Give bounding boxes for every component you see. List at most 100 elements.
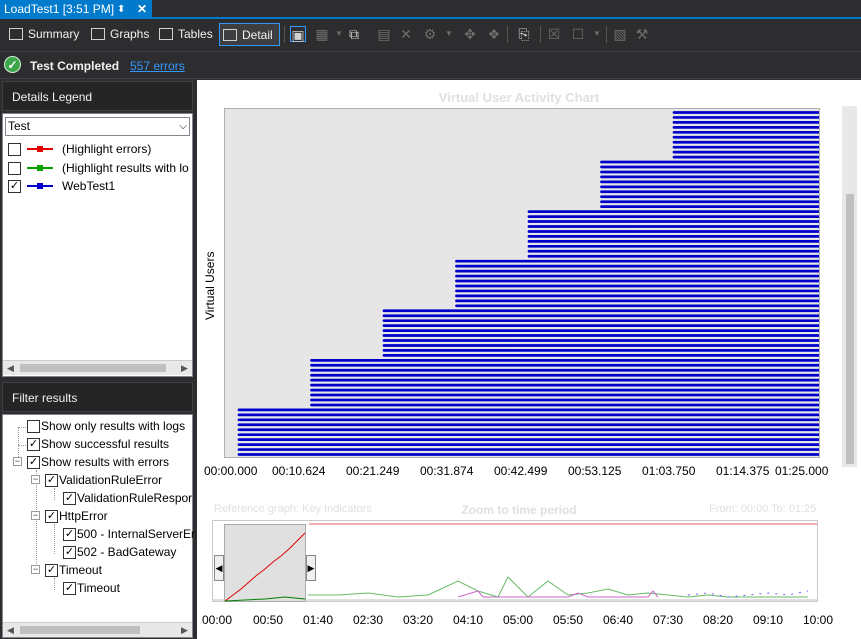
overview-tick-label: 09:10 [753, 613, 784, 627]
scroll-right-icon[interactable]: ▶ [181, 625, 188, 635]
tree-connector [18, 427, 28, 428]
overview-tick-label: 02:30 [353, 613, 384, 627]
filter-checkbox[interactable]: ✓ [27, 456, 40, 469]
add-counter-icon[interactable]: ✥ [464, 26, 476, 42]
tree-connector [54, 578, 55, 590]
filter-icon[interactable]: ▤ [377, 26, 391, 42]
x-tick-label: 00:10.624 [272, 464, 326, 478]
chevron-down-icon[interactable]: ▼ [445, 29, 453, 38]
filter-label: Show successful results [41, 437, 170, 451]
settings-icon[interactable]: ⚙ [423, 26, 437, 42]
tree-connector [54, 524, 55, 554]
filter-label: Timeout [59, 563, 102, 577]
graphs-button[interactable]: Graphs [88, 23, 149, 46]
green-series-icon [27, 165, 53, 171]
tree-connector [54, 488, 55, 500]
scrollbar-thumb[interactable] [846, 194, 854, 464]
reference-graph-label: Reference graph: Key Indicators [214, 503, 372, 515]
delete-icon[interactable]: ✕ [400, 26, 412, 42]
collapse-icon[interactable]: − [31, 474, 40, 484]
chevron-down-icon: ⌵ [179, 121, 187, 132]
chart-area: Virtual User Activity Chart Virtual User… [197, 80, 861, 639]
virtual-user-svg [237, 111, 821, 456]
tree-view-icon[interactable]: ⧉ [349, 26, 359, 42]
scroll-right-icon[interactable]: ▶ [181, 363, 188, 373]
tables-icon [159, 28, 173, 40]
legend-item-label: (Highlight results with lo [62, 161, 189, 175]
red-series-icon [27, 146, 53, 152]
filter-checkbox[interactable]: ✓ [27, 438, 40, 451]
legend-checkbox[interactable]: ✓ [8, 180, 21, 193]
filter-label: Show only results with logs [41, 419, 186, 433]
chart-vertical-scrollbar[interactable] [842, 106, 857, 467]
chevron-down-icon[interactable]: ▼ [335, 29, 343, 38]
virtual-user-plot[interactable] [224, 108, 821, 458]
left-pane: Details Legend Test ⌵ (Highlight errors)… [0, 80, 196, 639]
legend-item-label: (Highlight errors) [62, 142, 152, 156]
collapse-icon[interactable]: − [13, 456, 22, 466]
report-icon[interactable]: ☐ [571, 26, 585, 42]
from-to-label: From: 00:00 To: 01:25 [709, 503, 817, 515]
pin-icon[interactable]: ⬍ [117, 4, 126, 15]
overview-tick-label: 07:30 [653, 613, 684, 627]
analysis-icon[interactable]: ⚒ [635, 26, 649, 42]
filter-checkbox[interactable]: ✓ [63, 582, 76, 595]
collapse-icon[interactable]: − [31, 510, 40, 520]
filter-checkbox[interactable]: ✓ [45, 510, 58, 523]
grid-layout-icon[interactable]: ▦ [315, 26, 329, 42]
graph-image-icon[interactable]: ▣ [290, 26, 306, 43]
overview-tick-label: 08:20 [703, 613, 734, 627]
x-tick-label: 01:25.000 [775, 464, 829, 478]
filter-checkbox[interactable]: ✓ [63, 492, 76, 505]
filter-checkbox[interactable]: ✓ [63, 528, 76, 541]
chevron-down-icon[interactable]: ▼ [593, 29, 601, 38]
filter-label: 500 - InternalServerEr [77, 527, 196, 541]
zoom-right-handle[interactable]: ▶ [306, 555, 316, 581]
overview-tick-label: 01:40 [303, 613, 334, 627]
filter-label: ValidationRuleRespor [77, 491, 193, 505]
summary-label: Summary [28, 27, 80, 41]
overview-tick-label: 05:50 [553, 613, 584, 627]
filter-horizontal-scrollbar[interactable]: ◀ ▶ [3, 622, 192, 637]
summary-button[interactable]: Summary [6, 23, 79, 46]
legend-dropdown[interactable]: Test ⌵ [5, 117, 190, 136]
legend-checkbox[interactable] [8, 143, 21, 156]
close-icon[interactable]: ✕ [137, 2, 148, 16]
legend-checkbox[interactable] [8, 162, 21, 175]
chart-title: Virtual User Activity Chart [438, 90, 600, 105]
scroll-left-icon[interactable]: ◀ [7, 625, 14, 635]
excel-icon[interactable]: ☒ [547, 26, 561, 42]
filter-label: HttpError [59, 509, 108, 523]
scroll-left-icon[interactable]: ◀ [7, 363, 14, 373]
detail-label: Detail [242, 28, 273, 42]
filter-checkbox[interactable]: ✓ [45, 474, 58, 487]
document-tab[interactable]: LoadTest1 [3:51 PM] ⬍ ✕ [0, 0, 152, 19]
x-tick-label: 01:14.375 [716, 464, 770, 478]
filter-checkbox[interactable]: ✓ [63, 546, 76, 559]
filter-label: Show results with errors [41, 455, 170, 469]
errors-link[interactable]: 557 errors [130, 59, 185, 73]
export-icon[interactable]: ⎘ [518, 26, 530, 42]
overview-tick-label: 10:00 [803, 613, 834, 627]
scrollbar-thumb[interactable] [20, 364, 166, 372]
detail-button[interactable]: Detail [219, 23, 280, 46]
overview-tick-label: 05:00 [503, 613, 534, 627]
detail-icon [223, 29, 237, 41]
save-icon[interactable]: ▧ [613, 26, 627, 42]
tables-button[interactable]: Tables [156, 23, 213, 46]
filter-checkbox[interactable] [27, 420, 40, 433]
status-bar: ✓ Test Completed 557 errors [0, 51, 861, 79]
filter-checkbox[interactable]: ✓ [45, 564, 58, 577]
legend-horizontal-scrollbar[interactable]: ◀ ▶ [3, 360, 192, 375]
scrollbar-thumb[interactable] [20, 626, 140, 634]
zoom-overview-chart[interactable]: ◀ ▶ [212, 520, 818, 602]
counters-icon[interactable]: ❖ [487, 26, 501, 42]
zoom-selection[interactable] [224, 524, 306, 602]
overview-series-svg [308, 576, 809, 598]
overview-tick-label: 00:00 [202, 613, 233, 627]
zoom-left-handle[interactable]: ◀ [214, 555, 224, 581]
document-tab-bar: LoadTest1 [3:51 PM] ⬍ ✕ [0, 0, 861, 19]
toolbar-separator [540, 26, 541, 43]
tree-connector [18, 427, 19, 465]
collapse-icon[interactable]: − [31, 564, 40, 574]
